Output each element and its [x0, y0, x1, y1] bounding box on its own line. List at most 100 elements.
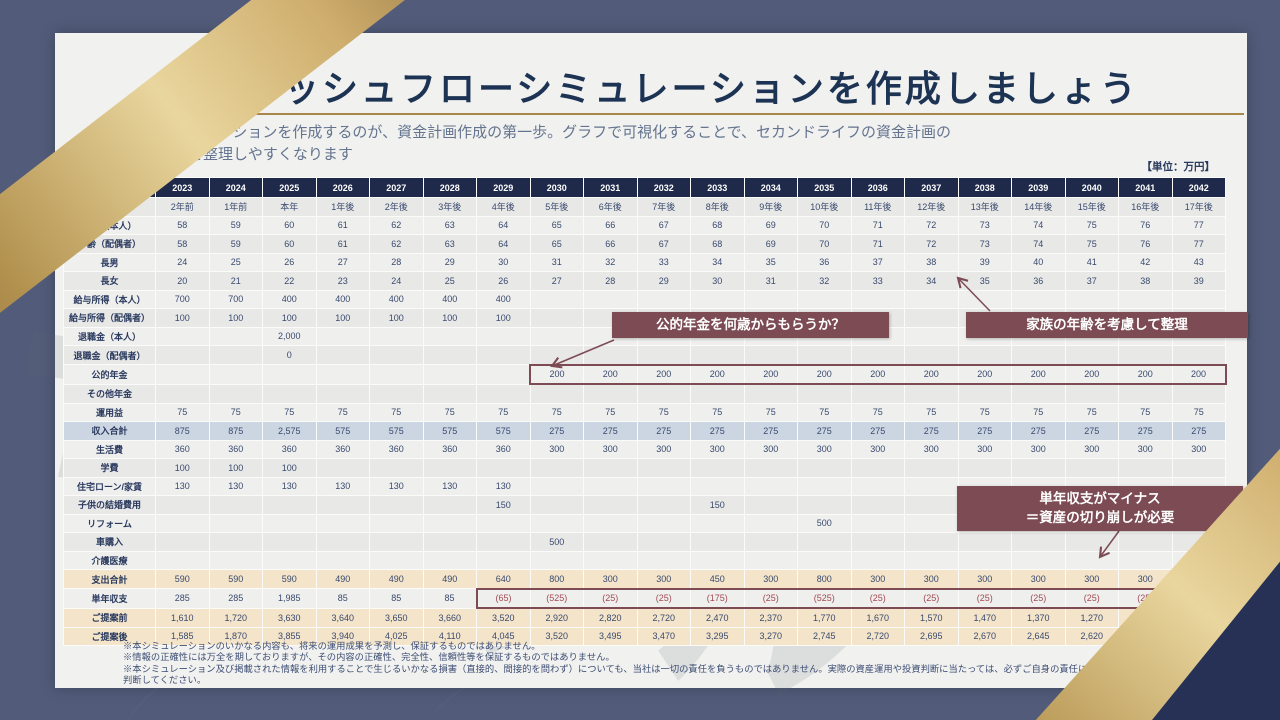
table-cell: 75	[1064, 215, 1119, 235]
table-cell: 30	[690, 271, 745, 291]
year-header-cell: 2037	[904, 177, 959, 198]
table-cell: 275	[957, 421, 1012, 441]
year-header-cell: 2025	[262, 177, 317, 198]
table-cell: 575	[315, 421, 370, 441]
table-cell: 400	[315, 289, 370, 309]
table-cell	[476, 550, 531, 570]
table-cell: 75	[743, 402, 798, 422]
table-cell	[315, 495, 370, 515]
table-cell	[743, 476, 798, 496]
row-label: 長女	[63, 271, 156, 291]
table-cell: 490	[422, 569, 477, 589]
table-cell: 400	[476, 289, 531, 309]
table-cell	[690, 345, 745, 365]
table-cell: 75	[904, 402, 959, 422]
table-cell	[690, 513, 745, 533]
table-head: 年202320242025202620272028202920302031203…	[63, 177, 1226, 198]
table-cell: 800	[797, 569, 852, 589]
table-cell	[529, 345, 584, 365]
table-cell: 58	[155, 215, 210, 235]
table-cell: 130	[315, 476, 370, 496]
table-cell: 35	[743, 252, 798, 272]
table-cell: 12年後	[904, 197, 959, 217]
table-cell: 25	[422, 271, 477, 291]
table-cell: 300	[957, 569, 1012, 589]
table-cell	[369, 326, 424, 346]
table-cell	[262, 532, 317, 552]
table-cell	[369, 513, 424, 533]
table-cell	[208, 532, 263, 552]
table-cell	[797, 289, 852, 309]
year-header-cell: 2033	[690, 177, 745, 198]
table-cell: 450	[690, 569, 745, 589]
table-cell	[262, 495, 317, 515]
table-cell	[208, 383, 263, 404]
table-cell: 75	[690, 402, 745, 422]
table-cell: 16年後	[1118, 197, 1173, 217]
table-cell: 1,985	[262, 588, 317, 609]
table-cell	[1118, 345, 1173, 365]
table-cell: 65	[529, 234, 584, 254]
table-cell	[369, 364, 424, 385]
table-cell	[1171, 289, 1226, 309]
table-cell: 700	[155, 289, 210, 309]
year-header-cell: 2030	[529, 177, 584, 198]
table-cell: 2年前	[155, 197, 210, 217]
table-cell	[850, 476, 905, 496]
table-cell: 38	[1118, 271, 1173, 291]
row-label: リフォーム	[63, 513, 156, 533]
table-cell	[529, 550, 584, 570]
table-cell: 85	[369, 588, 424, 609]
year-header-cell: 2042	[1171, 177, 1226, 198]
table-cell: 69	[743, 234, 798, 254]
table-cell: 1,370	[1011, 607, 1066, 628]
row-label: 公的年金	[63, 364, 156, 385]
table-cell: 27	[315, 252, 370, 272]
year-header-cell: 2032	[636, 177, 691, 198]
table-cell: 30	[476, 252, 531, 272]
table-cell: 2,745	[797, 626, 852, 646]
row-label: 子供の結婚費用	[63, 495, 156, 515]
table-cell	[636, 383, 691, 404]
table-cell: 200	[1171, 363, 1227, 385]
table-cell: 2,820	[583, 607, 638, 628]
table-cell: 77	[1171, 215, 1226, 235]
table-cell: 130	[155, 476, 210, 496]
table-cell: 25	[208, 252, 263, 272]
table-cell: 4年後	[476, 197, 531, 217]
table-cell: 130	[422, 476, 477, 496]
year-header-cell: 2040	[1064, 177, 1119, 198]
table-cell: 75	[1011, 402, 1066, 422]
table-cell: 67	[636, 215, 691, 235]
table-cell	[1118, 383, 1173, 404]
table-cell	[155, 550, 210, 570]
table-cell: 75	[369, 402, 424, 422]
table-cell: 275	[1118, 421, 1173, 441]
table-cell	[1064, 550, 1119, 570]
table-cell: 6年後	[583, 197, 638, 217]
table-cell: (25)	[957, 587, 1012, 609]
table-cell: 26	[262, 252, 317, 272]
table-cell	[690, 532, 745, 552]
table-cell	[1171, 458, 1226, 478]
table-cell: 66	[583, 234, 638, 254]
table-cell	[636, 345, 691, 365]
table-cell	[743, 289, 798, 309]
callout-deficit-line-2: ＝資産の切り崩しが必要	[1025, 509, 1175, 525]
table-row: 介護医療	[63, 550, 1226, 570]
table-cell	[155, 364, 210, 385]
table-cell: 400	[422, 289, 477, 309]
table-cell	[422, 345, 477, 365]
table-row: 年齢（本人）5859606162636465666768697071727374…	[63, 215, 1226, 235]
table-cell: 275	[583, 421, 638, 441]
row-label: 介護医療	[63, 550, 156, 570]
table-cell: (25)	[636, 587, 691, 609]
table-cell	[743, 495, 798, 515]
table-cell	[957, 345, 1012, 365]
table-cell	[636, 532, 691, 552]
table-cell: 37	[850, 252, 905, 272]
table-cell: 61	[315, 215, 370, 235]
table-cell	[476, 326, 531, 346]
table-cell	[476, 458, 531, 478]
table-cell: 360	[208, 439, 263, 459]
